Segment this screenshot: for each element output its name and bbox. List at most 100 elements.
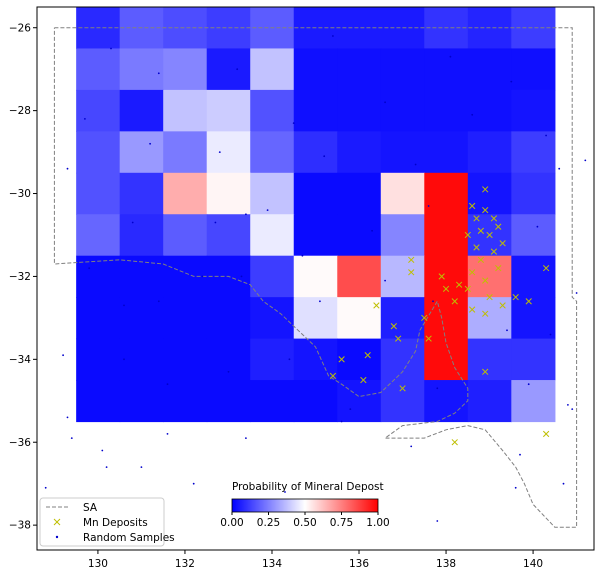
grid-cell (293, 89, 338, 132)
random-sample-point (266, 209, 269, 212)
random-sample-point (471, 113, 474, 116)
random-sample-point (88, 267, 91, 269)
plot-frame (36, 6, 595, 551)
random-sample-point (166, 383, 169, 386)
random-sample-point (571, 408, 574, 410)
random-sample-point (101, 449, 104, 452)
grid-cell (467, 131, 512, 174)
grid-cell (163, 380, 208, 423)
grid-cell (511, 89, 556, 132)
grid-cell (250, 338, 295, 381)
random-sample-point (349, 408, 352, 410)
grid-cell (250, 380, 295, 423)
grid-cell (206, 214, 251, 257)
mn-deposit-marker (469, 269, 476, 276)
grid-cell (511, 338, 556, 381)
mn-deposit-marker (482, 368, 489, 375)
colorbar-gradient (231, 498, 379, 513)
random-sample-point (110, 47, 112, 50)
grid-cell (424, 172, 469, 215)
mn-deposit-markers (329, 186, 550, 446)
grid-cell (206, 338, 251, 381)
grid-cell (467, 255, 512, 298)
grid-cell (76, 89, 121, 132)
random-sample-point (436, 387, 439, 390)
random-sample-point (201, 275, 204, 278)
sa-boundary (53, 27, 578, 528)
random-sample-point (44, 486, 47, 489)
colorbar-tick-label: 1.00 (366, 517, 389, 529)
y-tick-label: −26 (9, 22, 31, 34)
grid-cell (424, 255, 469, 298)
mn-deposit-marker (495, 223, 502, 230)
grid-cell (511, 172, 556, 215)
x-tick-label: 130 (88, 558, 108, 570)
random-sample-point (567, 404, 569, 406)
x-tick-label: 132 (175, 558, 195, 570)
grid-cell (76, 48, 121, 91)
random-sample-point (514, 486, 517, 489)
mn-deposit-marker (482, 186, 489, 193)
random-sample-point (584, 159, 587, 162)
grid-cell (163, 89, 208, 132)
grid-cell (293, 172, 338, 215)
grid-cell (119, 297, 164, 340)
mn-deposit-marker (408, 256, 415, 264)
grid-cell (467, 89, 512, 132)
grid-cell (163, 214, 208, 257)
legend-mn-label: Mn Deposits (83, 517, 148, 529)
mn-deposit-marker (512, 293, 519, 301)
grid-cell (163, 48, 208, 91)
grid-cell (380, 48, 425, 91)
mn-deposit-marker (464, 231, 471, 239)
mn-deposit-marker (486, 293, 493, 301)
colorbar-tick-label: 0.00 (220, 517, 243, 529)
y-tick-label: −28 (9, 105, 31, 117)
grid-cell (380, 297, 425, 340)
mn-deposit-marker (499, 240, 506, 247)
mn-deposit-marker (442, 285, 450, 293)
mn-deposit-marker (395, 335, 402, 342)
grid-cell (380, 380, 425, 423)
mn-deposit-marker (390, 323, 397, 330)
legend-random-label: Random Samples (83, 532, 175, 544)
grid-cell (206, 380, 251, 423)
grid-cell (206, 297, 251, 340)
grid-cell (163, 255, 208, 298)
mn-deposit-marker (490, 248, 498, 255)
random-sample-point (245, 437, 247, 439)
random-sample-point (332, 35, 334, 37)
random-sample-point (70, 437, 73, 439)
grid-cell (76, 255, 121, 298)
mn-deposit-marker (495, 264, 502, 272)
random-sample-point (236, 68, 239, 71)
random-sample-point (384, 279, 386, 282)
random-sample-point (340, 420, 343, 423)
grid-cell (119, 172, 164, 215)
random-sample-point (301, 254, 304, 257)
grid-cell (293, 131, 338, 174)
random-sample-point (66, 416, 69, 419)
grid-cell (119, 338, 164, 381)
mn-deposit-marker (482, 206, 489, 214)
random-sample-point (214, 221, 217, 224)
mn-deposit-marker (499, 302, 506, 309)
random-sample-point (245, 213, 247, 216)
grid-cell (119, 48, 164, 91)
x-axis: 130 132 134 136 138 140 (88, 550, 543, 570)
random-sample-point (218, 151, 221, 154)
y-tick-label: −38 (9, 520, 31, 532)
mn-deposit-marker (469, 202, 476, 210)
grid-cell (76, 214, 121, 257)
grid-cell (337, 338, 382, 381)
mn-deposit-marker (451, 439, 458, 446)
random-sample-point (227, 370, 230, 373)
grid-cell (250, 131, 295, 174)
mn-deposit-marker (542, 264, 550, 272)
mn-deposit-marker (477, 256, 485, 264)
grid-cell (163, 338, 208, 381)
mn-deposit-marker (482, 277, 489, 284)
x-tick-label: 136 (349, 558, 369, 570)
mn-deposit-marker (438, 273, 445, 280)
random-sample-point (506, 329, 508, 332)
